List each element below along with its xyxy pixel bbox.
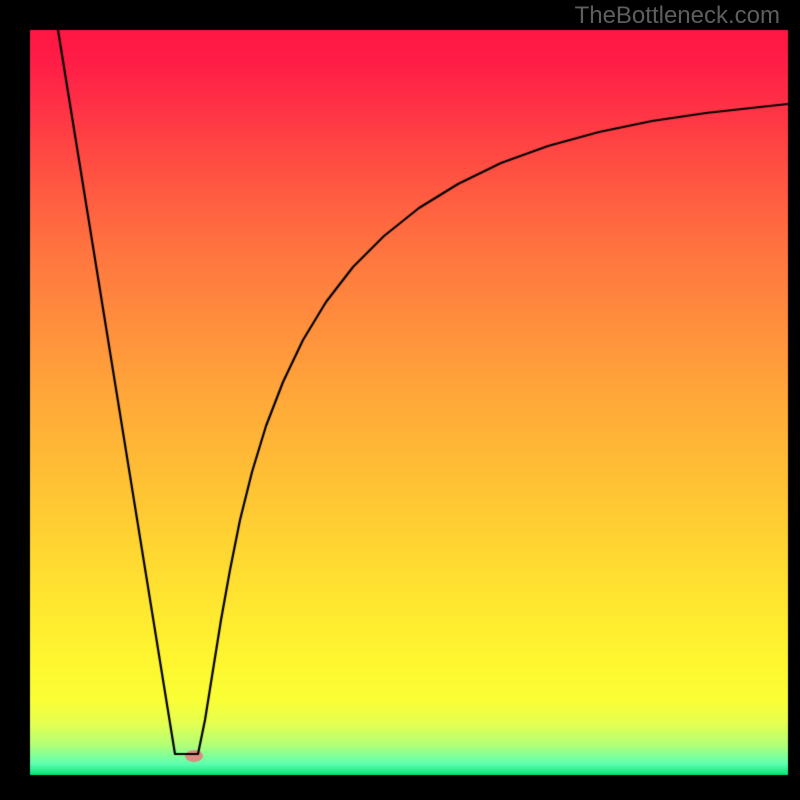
bottleneck-chart-canvas [0,0,800,800]
chart-container: TheBottleneck.com [0,0,800,800]
